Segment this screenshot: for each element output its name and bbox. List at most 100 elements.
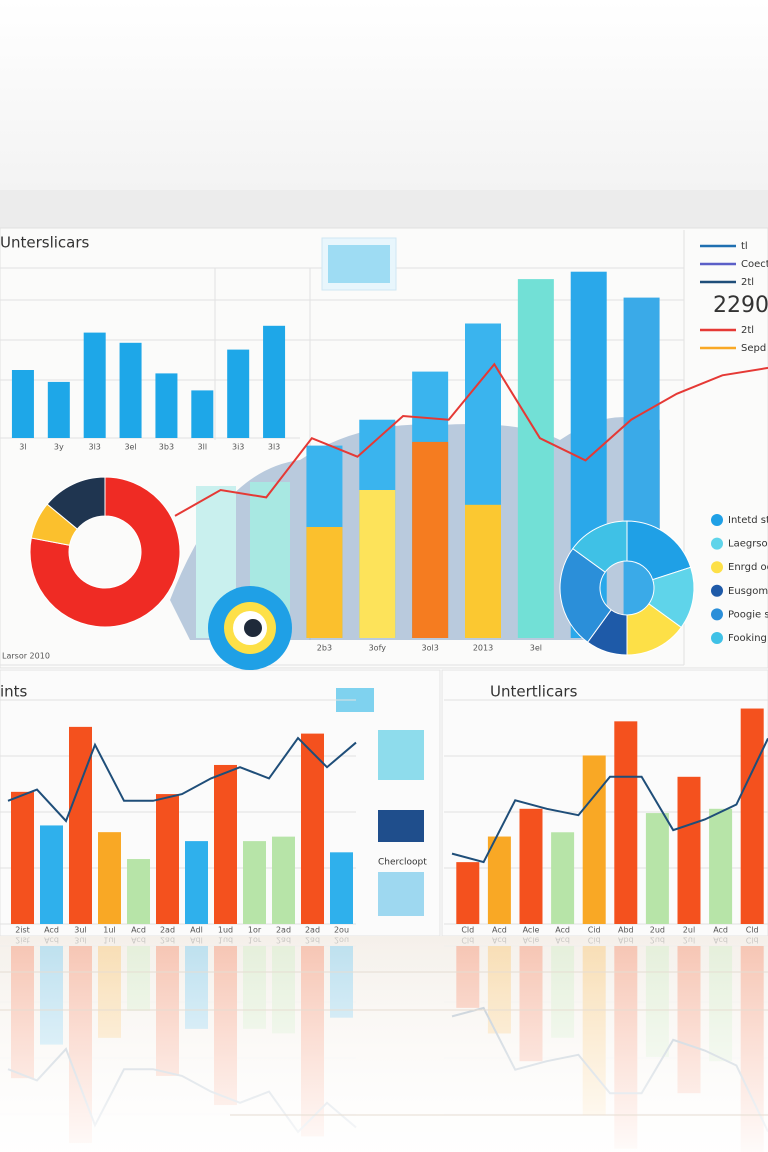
x-tick-label: 2b3 xyxy=(317,644,332,653)
caption: Larsor 2010 xyxy=(2,652,50,661)
line xyxy=(174,362,768,517)
x-tick-label: Abd xyxy=(618,926,634,935)
legend-label: Poogie st xyxy=(728,609,768,620)
bar xyxy=(709,808,733,924)
bar xyxy=(487,836,511,924)
x-tick-label: 2ad xyxy=(305,926,320,935)
x-tick-label: Acd xyxy=(492,926,507,935)
bar xyxy=(214,764,237,924)
x-tick-label: Acd xyxy=(713,926,728,935)
wall xyxy=(0,0,768,190)
bar xyxy=(301,733,324,924)
x-tick-label: 3y xyxy=(54,443,64,452)
x-tick-label: Cid xyxy=(588,926,601,935)
x-tick-label: 3b3 xyxy=(159,443,174,452)
pie-slice xyxy=(626,520,692,581)
bar xyxy=(83,332,106,438)
legend-label: Coecte xyxy=(741,259,768,270)
chart-title: ints xyxy=(0,683,28,701)
legend-label: Laegrsod xyxy=(728,539,768,550)
bar xyxy=(272,836,295,924)
x-tick-label: 2ou xyxy=(334,926,349,935)
legend-label: Enrgd oo xyxy=(728,562,768,573)
legend-swatch xyxy=(711,608,723,621)
bottom-group: 2ist Acd 3ul 1ul Acd 2ad Adl 1ud 1or 2ad 2ad 2ou Cld… xyxy=(0,699,768,935)
x-tick-label: Acle xyxy=(523,926,540,935)
legend-label: 2tl xyxy=(741,277,754,288)
x-tick-label: 3l xyxy=(19,443,26,452)
x-tick-label: Cld xyxy=(461,926,474,935)
line xyxy=(7,736,357,823)
bar xyxy=(127,859,150,924)
bar xyxy=(243,841,266,924)
bar xyxy=(645,813,669,924)
legend-label: Fooking s xyxy=(728,633,768,644)
line xyxy=(451,737,768,864)
bar xyxy=(306,527,343,638)
x-tick-label: 3el xyxy=(530,644,542,653)
bar xyxy=(119,342,142,438)
legend-label: tl xyxy=(741,241,748,252)
chart-title: Unterslicars xyxy=(0,234,90,252)
pie-slice xyxy=(572,520,628,573)
bar xyxy=(11,370,34,438)
x-tick-label: Acd xyxy=(44,926,59,935)
x-tick-label: 3ll xyxy=(198,443,208,452)
bar xyxy=(40,825,63,924)
floor-lines xyxy=(0,971,768,1116)
x-tick-label: Acd xyxy=(555,926,570,935)
legend-swatch xyxy=(711,514,723,526)
chart-title: Untertlicars xyxy=(490,683,578,701)
legend-label: Sepd tl xyxy=(741,343,768,354)
x-tick-label: Cld xyxy=(746,926,759,935)
legend-label: 2tl xyxy=(741,325,754,336)
bar xyxy=(155,373,178,438)
bar xyxy=(517,279,554,638)
pie-slice xyxy=(46,476,106,530)
big-number: 2290 xyxy=(713,293,768,318)
legend-swatch xyxy=(711,584,723,597)
bar xyxy=(412,441,449,638)
x-tick-label: 3i3 xyxy=(232,443,244,452)
bar xyxy=(456,862,480,924)
bar xyxy=(582,755,606,924)
icon-grids xyxy=(336,688,424,916)
bar xyxy=(185,841,208,924)
small-donut xyxy=(208,586,292,670)
legend-swatch xyxy=(711,561,723,574)
x-tick-label: 3l3 xyxy=(88,443,100,452)
bar xyxy=(519,808,543,924)
bar xyxy=(614,721,638,924)
bar xyxy=(11,791,34,924)
bar xyxy=(551,832,575,924)
bar xyxy=(191,390,214,438)
x-tick-label: 3ofy xyxy=(369,644,387,653)
bar xyxy=(263,325,286,438)
wall-band xyxy=(0,190,768,230)
bar xyxy=(156,794,179,924)
x-tick-label: Adl xyxy=(190,926,203,935)
x-tick-label: 2ud xyxy=(650,926,665,935)
reflection-fade xyxy=(0,936,768,1152)
x-tick-label: 3el xyxy=(124,443,136,452)
bar xyxy=(359,490,396,638)
x-tick-label: Acd xyxy=(131,926,146,935)
x-tick-label: 2ad xyxy=(160,926,175,935)
x-tick-label: 2ul xyxy=(683,926,695,935)
bar xyxy=(47,381,70,438)
x-tick-label: 3ul xyxy=(74,926,86,935)
caption: Chercloopt xyxy=(378,858,427,868)
x-tick-label: 1ud xyxy=(218,926,233,935)
bar xyxy=(69,726,92,924)
bar xyxy=(677,776,701,924)
x-tick-label: 3l3 xyxy=(268,443,280,452)
icon-grid xyxy=(321,237,397,291)
legend-swatch xyxy=(711,632,723,644)
bar xyxy=(227,349,250,438)
pie-slice xyxy=(29,476,181,628)
x-tick-label: 1or xyxy=(248,926,262,935)
x-tick-label: 1ul xyxy=(103,926,115,935)
top-charts: 3l 3y 3l3 3el 3b3 3ll 3i3 3l3 2b3 3ofy 3ol3 2013 3el… xyxy=(11,271,768,656)
bar xyxy=(740,708,764,924)
